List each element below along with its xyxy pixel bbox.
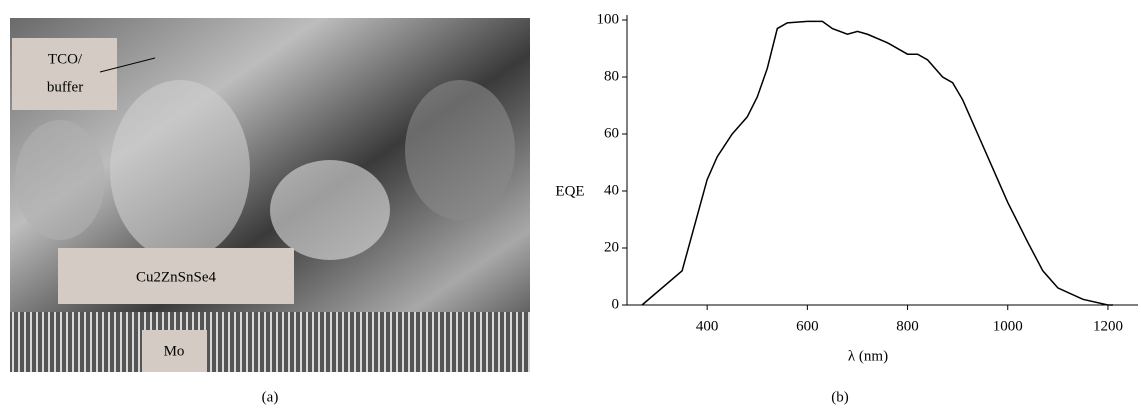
caption: (b) [831,389,849,405]
grain [110,80,250,260]
x-tick-label: 800 [896,318,919,334]
y-tick-label: 80 [604,68,619,84]
label-tco: TCO/ [48,51,83,67]
grain [270,160,390,260]
y-tick-label: 40 [604,182,619,198]
label-contact: Mo [164,343,185,359]
grain [405,80,515,220]
y-tick-label: 20 [604,239,619,255]
label-absorber: Cu2ZnSnSe4 [136,269,217,285]
y-tick-label: 60 [604,125,619,141]
mo-layer [10,312,530,372]
x-tick-label: 1200 [1093,318,1123,334]
sem-image: TCO/ buffer Cu2ZnSnSe4 Mo [10,18,530,372]
x-tick-label: 400 [696,318,719,334]
x-tick-label: 600 [796,318,819,334]
y-axis-label: EQE [555,183,584,199]
y-tick-label: 100 [597,11,620,27]
grain [15,120,105,240]
label-box [12,38,117,110]
x-axis-label: λ (nm) [848,348,888,364]
caption: (a) [262,389,279,405]
eqe-line [642,21,1113,305]
y-tick-label: 0 [612,296,620,312]
figure: TCO/ buffer Cu2ZnSnSe4 Mo (a) (b) λ (nm)… [0,0,1141,411]
label-tco: buffer [47,79,83,95]
x-tick-label: 1000 [993,318,1023,334]
